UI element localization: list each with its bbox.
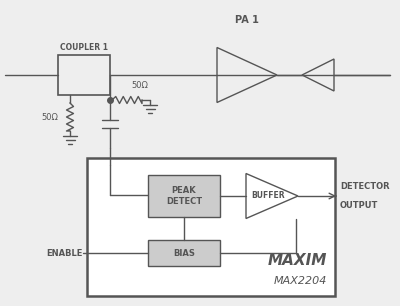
- Text: COUPLER 1: COUPLER 1: [60, 43, 108, 52]
- Text: BUFFER: BUFFER: [251, 192, 285, 200]
- Text: DETECTOR: DETECTOR: [340, 182, 390, 191]
- Text: MAXIM: MAXIM: [268, 253, 327, 268]
- Text: ENABLE: ENABLE: [47, 248, 83, 258]
- Text: BIAS: BIAS: [173, 248, 195, 258]
- Text: 50Ω: 50Ω: [41, 113, 58, 121]
- Text: PA 1: PA 1: [235, 15, 259, 25]
- Bar: [148, 240, 220, 266]
- Text: PEAK
DETECT: PEAK DETECT: [166, 186, 202, 206]
- Bar: [148, 175, 220, 217]
- Bar: [58, 55, 110, 95]
- Bar: [87, 158, 335, 296]
- Text: OUTPUT: OUTPUT: [340, 201, 378, 210]
- Text: 50Ω: 50Ω: [132, 81, 148, 90]
- Text: MAX2204: MAX2204: [274, 276, 327, 286]
